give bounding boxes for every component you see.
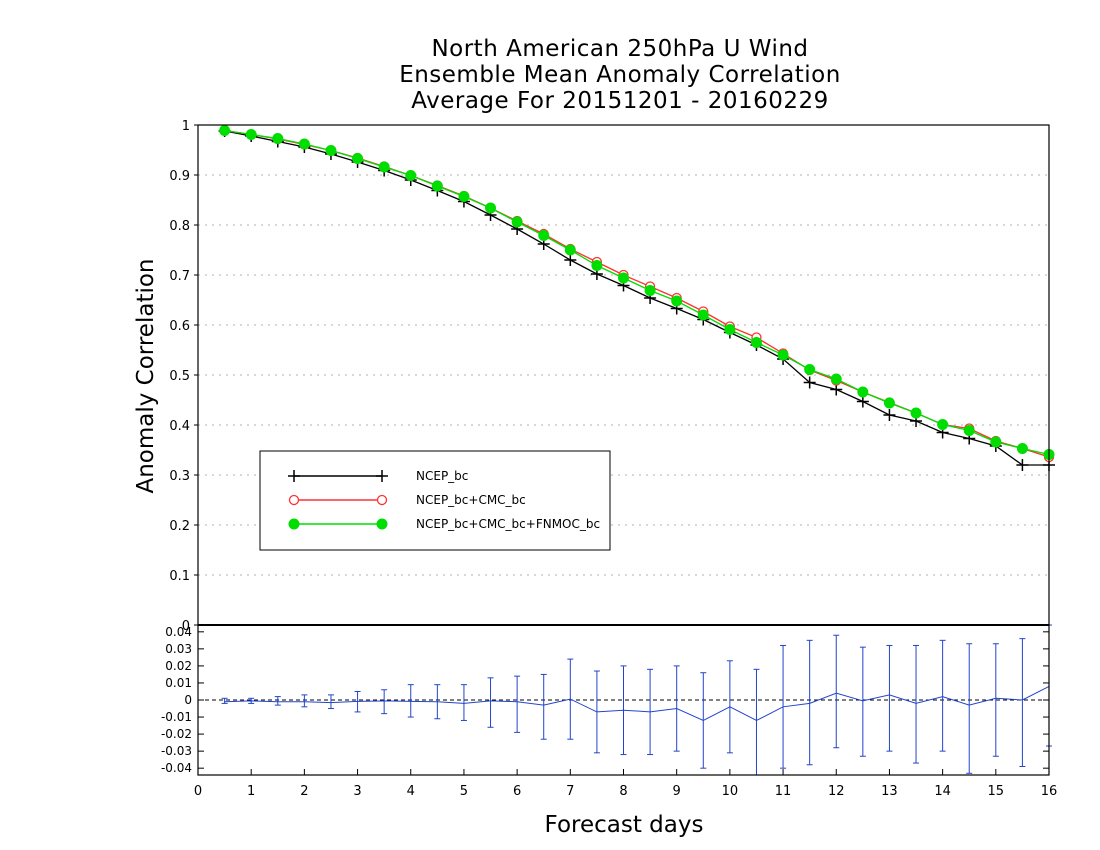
y-tick-label: 0.9	[169, 169, 190, 184]
data-point	[644, 285, 656, 296]
legend-label: NCEP_bc+CMC_bc	[416, 493, 526, 507]
y-tick-label: -0.04	[161, 761, 192, 775]
data-point	[405, 170, 417, 181]
x-tick-label: 3	[353, 784, 361, 799]
data-point	[352, 153, 364, 164]
data-point	[376, 494, 388, 506]
chart-title-line1: North American 250hPa U Wind	[431, 36, 809, 62]
y-tick-label: 0.03	[165, 642, 192, 656]
y-tick-label: 0.04	[165, 625, 192, 639]
y-tick-label: 1	[182, 119, 190, 134]
y-tick-label: 0.2	[169, 519, 190, 534]
data-point	[591, 260, 603, 271]
data-point	[219, 125, 231, 136]
data-point	[963, 425, 975, 436]
y-tick-label: 0.1	[169, 569, 190, 584]
chart-title-line2: Ensemble Mean Anomaly Correlation	[399, 62, 841, 88]
data-point	[910, 407, 922, 419]
x-axis-label: Forecast days	[544, 812, 704, 838]
legend-label: NCEP_bc+CMC_bc+FNMOC_bc	[416, 517, 600, 531]
data-point	[830, 373, 842, 385]
y-tick-label: 0	[182, 619, 190, 634]
data-point	[724, 324, 736, 335]
x-tick-label: 9	[673, 784, 681, 799]
series-line	[224, 129, 1050, 458]
data-point	[564, 244, 576, 256]
data-point	[697, 309, 709, 321]
data-point	[883, 397, 895, 409]
data-point	[671, 295, 683, 307]
data-point	[1016, 443, 1028, 454]
data-point	[378, 161, 390, 173]
y-tick-label: -0.02	[161, 727, 192, 741]
data-point	[458, 191, 470, 202]
data-point	[857, 386, 869, 398]
y-tick-label: 0.02	[165, 659, 192, 673]
series-line	[224, 130, 1049, 466]
series-1	[219, 125, 1055, 463]
x-tick-label: 5	[460, 784, 468, 799]
x-tick-label: 15	[988, 784, 1005, 799]
x-tick-label: 7	[566, 784, 574, 799]
data-point	[325, 145, 337, 156]
data-point	[272, 133, 284, 144]
data-point	[937, 419, 949, 430]
x-tick-label: 2	[300, 784, 308, 799]
data-point	[431, 180, 443, 192]
y-tick-label: 0	[184, 693, 192, 707]
chart-title-line3: Average For 20151201 - 20160229	[411, 88, 829, 114]
data-point	[245, 129, 257, 140]
legend-label: NCEP_bc	[416, 469, 468, 483]
data-point	[298, 138, 310, 150]
data-point	[288, 518, 300, 530]
x-tick-label: 10	[722, 784, 739, 799]
data-point	[485, 202, 497, 214]
series-2	[219, 125, 1055, 460]
data-point	[750, 337, 762, 348]
data-point	[777, 349, 789, 361]
x-tick-label: 1	[247, 784, 255, 799]
series-line	[224, 129, 1050, 456]
x-tick-label: 12	[828, 784, 845, 799]
y-tick-label: 0.4	[169, 419, 190, 434]
x-tick-label: 0	[194, 784, 202, 799]
y-tick-label: 0.3	[169, 469, 190, 484]
data-point	[288, 494, 300, 506]
data-point	[376, 518, 388, 530]
y-tick-label: -0.01	[161, 710, 192, 724]
x-tick-label: 14	[934, 784, 951, 799]
data-point	[990, 436, 1002, 448]
x-tick-label: 13	[881, 784, 898, 799]
difference-line	[224, 685, 1050, 722]
data-point	[804, 364, 816, 375]
legend-entry: NCEP_bc+CMC_bc+FNMOC_bc	[288, 517, 600, 531]
data-point	[511, 216, 523, 228]
y-tick-label: 0.6	[169, 319, 190, 334]
y-tick-label: 0.8	[169, 219, 190, 234]
y-tick-label: 0.7	[169, 269, 190, 284]
legend-entry: NCEP_bc+CMC_bc	[288, 493, 526, 507]
y-tick-label: 0.5	[169, 369, 190, 384]
y-tick-label: 0.01	[165, 676, 192, 690]
x-tick-label: 4	[407, 784, 415, 799]
x-tick-label: 16	[1041, 784, 1058, 799]
data-point	[618, 272, 629, 284]
legend-entry: NCEP_bc	[288, 469, 468, 483]
x-tick-label: 11	[775, 784, 792, 799]
data-point	[538, 230, 550, 241]
y-tick-label: -0.03	[161, 744, 192, 758]
x-tick-label: 8	[619, 784, 627, 799]
x-tick-label: 6	[513, 784, 521, 799]
